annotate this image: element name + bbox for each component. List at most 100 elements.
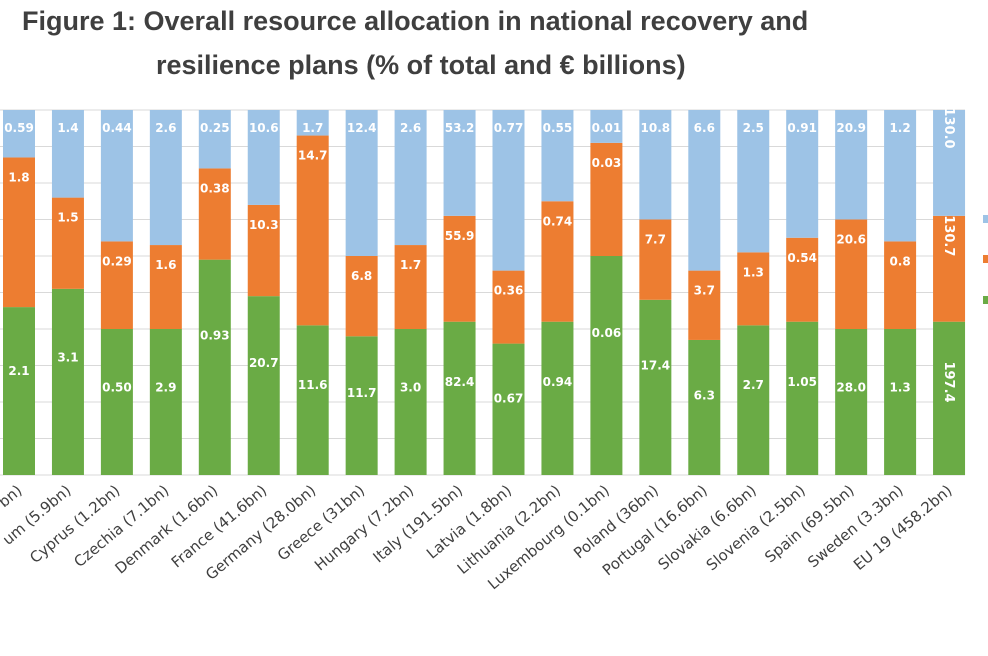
- bar-segment-blue: [100, 110, 133, 242]
- bar-segment-blue: [492, 110, 525, 271]
- bar-segment-blue: [247, 110, 280, 205]
- data-label: 6.8: [351, 269, 372, 283]
- bar-segment-orange: [639, 219, 672, 300]
- bar-segment-blue: [3, 110, 35, 158]
- bar-segment-green: [443, 321, 476, 475]
- bar-segment-orange: [541, 201, 574, 322]
- data-label: 10.8: [641, 121, 671, 135]
- bar-segment-green: [198, 259, 231, 475]
- bar-segment-blue: [786, 110, 819, 238]
- data-label: 0.50: [102, 381, 132, 395]
- data-label: 130.7: [941, 215, 956, 256]
- bar-segment-orange: [3, 157, 35, 308]
- legend-swatch-bottom: [983, 296, 988, 304]
- bar-segment-blue: [443, 110, 476, 216]
- bar-segment-blue: [933, 110, 966, 216]
- data-label: 130.0: [941, 107, 956, 148]
- data-label: 1.6: [155, 258, 176, 272]
- bar-segment-green: [541, 321, 574, 475]
- bar-segment-orange: [688, 270, 721, 340]
- data-label: 0.25: [200, 121, 230, 135]
- bar-segment-green: [394, 329, 427, 475]
- data-label: 2.6: [400, 121, 421, 135]
- data-label: 20.9: [836, 121, 866, 135]
- data-label: 1.5: [57, 211, 78, 225]
- bar-segment-green: [933, 321, 966, 475]
- bar-segment-green: [884, 329, 917, 475]
- data-label: 0.67: [494, 391, 524, 405]
- bar-segment-orange: [884, 241, 917, 329]
- bar-segment-orange: [394, 245, 427, 329]
- x-tick-label: bn): [0, 481, 26, 511]
- bar-segment-green: [590, 256, 623, 475]
- data-label: 0.59: [4, 121, 34, 135]
- data-label: 55.9: [445, 229, 475, 243]
- data-label: 2.7: [743, 378, 764, 392]
- data-label: 6.3: [694, 389, 715, 403]
- bar-segment-orange: [247, 204, 280, 297]
- bar-segment-orange: [933, 215, 966, 322]
- bar-segment-orange: [443, 215, 476, 322]
- bar-segment-green: [639, 299, 672, 475]
- bar-segment-green: [492, 343, 525, 475]
- data-label: 28.0: [836, 381, 866, 395]
- bar-segment-blue: [688, 110, 721, 271]
- bar-segment-orange: [492, 270, 525, 344]
- bar-segment-blue: [884, 110, 917, 242]
- legend-swatch-top: [983, 215, 988, 223]
- data-label: 0.55: [543, 121, 573, 135]
- data-label: 3.0: [400, 381, 421, 395]
- data-label: 12.4: [347, 121, 377, 135]
- data-label: 0.36: [494, 284, 524, 298]
- data-label: 53.2: [445, 121, 475, 135]
- bar-segment-blue: [835, 110, 868, 220]
- data-label: 3.1: [57, 350, 78, 364]
- bar-segment-orange: [835, 219, 868, 329]
- bar-segment-blue: [737, 110, 770, 253]
- data-label: 0.91: [787, 121, 817, 135]
- bar-segment-green: [737, 325, 770, 475]
- bar-segment-green: [786, 321, 819, 475]
- bar-segment-orange: [737, 252, 770, 326]
- data-label: 3.7: [694, 284, 715, 298]
- data-label: 0.74: [543, 214, 573, 228]
- bar-segment-blue: [590, 110, 623, 143]
- bar-segment-green: [51, 288, 84, 475]
- data-label: 1.7: [302, 121, 323, 135]
- bar-segment-blue: [296, 110, 329, 136]
- data-label: 0.38: [200, 181, 230, 195]
- data-label: 2.5: [743, 121, 764, 135]
- data-label: 0.94: [543, 375, 573, 389]
- bar-segment-green: [3, 307, 35, 475]
- bar-segment-orange: [100, 241, 133, 329]
- legend-swatch-middle: [983, 255, 988, 263]
- chart-title-line-1: Figure 1: Overall resource allocation in…: [22, 6, 809, 36]
- bar-segment-blue: [541, 110, 574, 202]
- data-label: 0.29: [102, 254, 132, 268]
- bar-segment-orange: [345, 256, 378, 337]
- chart-title-line-2: resilience plans (% of total and € billi…: [156, 50, 686, 80]
- bar-segment-blue: [149, 110, 182, 246]
- data-label: 7.7: [645, 233, 666, 247]
- data-label: 11.7: [347, 386, 377, 400]
- data-label: 1.05: [787, 375, 817, 389]
- data-label: 0.01: [592, 121, 622, 135]
- data-label: 11.6: [298, 378, 328, 392]
- data-label: 10.3: [249, 218, 279, 232]
- bar-segment-orange: [149, 245, 182, 329]
- data-label: 1.3: [743, 265, 764, 279]
- data-label: 1.2: [889, 121, 910, 135]
- data-label: 20.7: [249, 356, 279, 370]
- bar-segment-blue: [51, 110, 84, 198]
- data-label: 0.03: [592, 156, 622, 170]
- bar-segment-orange: [786, 237, 819, 322]
- data-label: 2.9: [155, 381, 176, 395]
- data-label: 197.4: [941, 361, 956, 402]
- data-label: 0.54: [787, 251, 817, 265]
- bar-segment-blue: [639, 110, 672, 220]
- data-label: 2.6: [155, 121, 176, 135]
- data-label: 0.44: [102, 121, 132, 135]
- data-label: 0.77: [494, 121, 524, 135]
